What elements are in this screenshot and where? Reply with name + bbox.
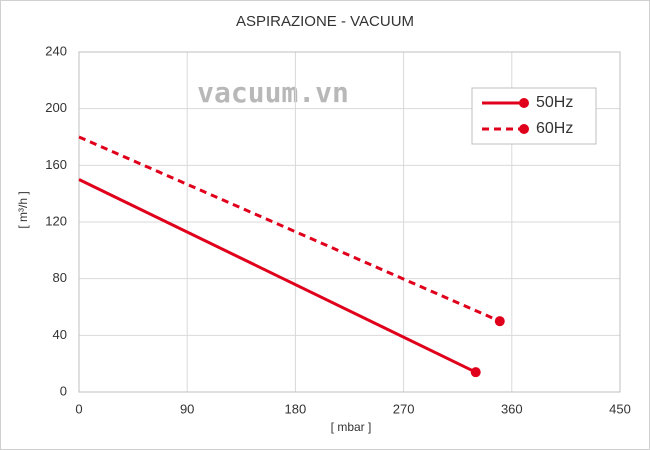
y-tick-label: 240: [45, 43, 67, 58]
x-tick-label: 90: [180, 401, 194, 416]
y-tick-label: 120: [45, 213, 67, 228]
end-marker: [494, 316, 505, 327]
x-tick-label: 270: [393, 401, 415, 416]
legend-marker: [519, 98, 529, 108]
plot-border: [78, 51, 621, 393]
x-tick-label: 0: [75, 401, 82, 416]
x-tick-label: 450: [609, 401, 631, 416]
data-line: [78, 135, 501, 323]
watermark: vacuum.vn: [197, 76, 349, 109]
y-tick-label: 200: [45, 100, 67, 115]
y-tick-label: 80: [53, 270, 67, 285]
x-tick-label: 180: [285, 401, 307, 416]
end-marker: [470, 367, 481, 378]
x-axis-label: [ mbar ]: [331, 420, 372, 434]
legend-label: 50Hz: [536, 94, 573, 111]
y-axis-label: [ m³/h ]: [16, 191, 30, 228]
y-tick-label: 160: [45, 157, 67, 172]
x-tick-label: 360: [501, 401, 523, 416]
legend-box: [471, 87, 597, 145]
data-line: [78, 178, 477, 374]
chart-title: ASPIRAZIONE - VACUUM: [236, 13, 414, 30]
legend-label: 60Hz: [536, 120, 573, 137]
legend-marker: [519, 124, 529, 134]
y-tick-label: 40: [53, 327, 67, 342]
y-tick-label: 0: [60, 383, 67, 398]
